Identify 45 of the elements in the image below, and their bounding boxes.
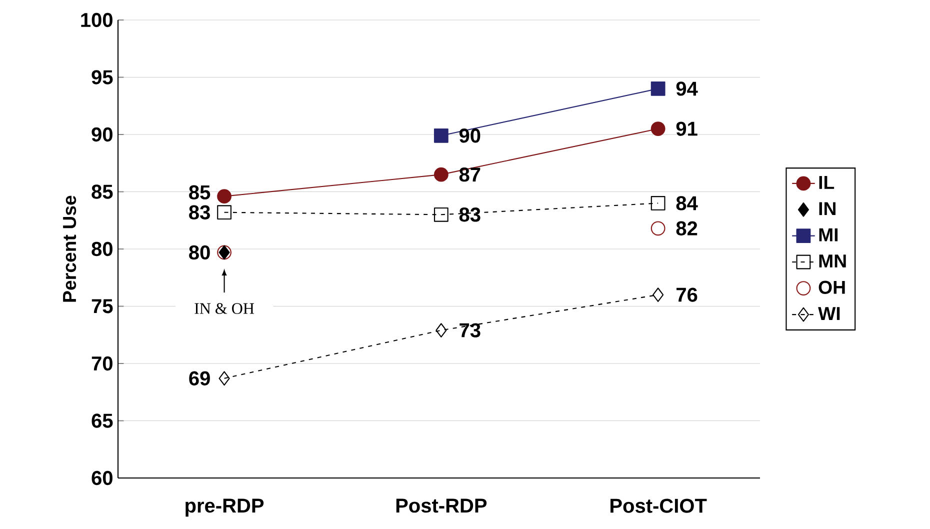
y-tick-label: 70 [92, 356, 112, 371]
legend-label: OH [818, 280, 845, 294]
y-axis-title: Percent Use [63, 196, 76, 302]
x-tick-label: Post-CIOT [610, 498, 707, 513]
point [650, 221, 666, 236]
data-label: 82 [676, 221, 698, 236]
y-tick-label: 80 [92, 242, 112, 256]
point [650, 81, 666, 96]
data-label: 94 [676, 82, 698, 96]
data-label: 80 [189, 245, 210, 260]
point [436, 323, 447, 338]
data-label: 84 [676, 196, 698, 210]
point [652, 288, 664, 302]
data-label: 73 [460, 323, 480, 338]
data-label: 91 [676, 122, 698, 136]
data-label: 90 [459, 128, 480, 143]
point [434, 207, 448, 222]
data-label: 83 [459, 208, 480, 222]
y-tick-label: 75 [92, 299, 113, 314]
data-label: 69 [189, 371, 210, 386]
legend-label: MI [819, 228, 838, 242]
point [434, 128, 448, 143]
data-label: 85 [189, 185, 210, 200]
data-label: 76 [676, 288, 698, 302]
legend-label: IN [819, 202, 836, 216]
data-label: 83 [189, 205, 210, 220]
y-tick-label: 65 [92, 414, 113, 428]
annotation: IN & OH [194, 303, 254, 314]
x-tick-label: pre-RDP [186, 498, 264, 517]
point [217, 189, 232, 204]
legend-label: MN [819, 254, 846, 268]
legend-label: IL [819, 176, 834, 189]
y-tick-label: 60 [92, 470, 112, 486]
y-tick-label: 90 [92, 127, 112, 142]
point [217, 205, 232, 220]
y-tick-label: 85 [92, 184, 113, 199]
data-label: 87 [459, 167, 480, 182]
x-tick-label: Post-RDP [396, 498, 487, 513]
point [434, 167, 448, 182]
point [650, 122, 666, 136]
legend-label: WI [818, 307, 840, 320]
y-tick-label: 95 [92, 70, 113, 84]
point [218, 371, 230, 386]
point [650, 196, 666, 210]
y-tick-label: 100 [81, 12, 112, 28]
